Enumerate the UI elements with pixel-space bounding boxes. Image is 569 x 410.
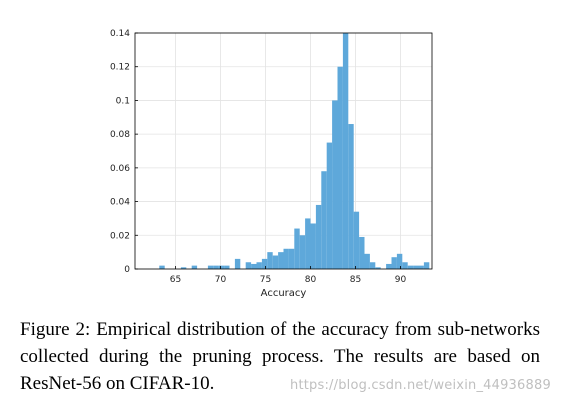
histogram-bar xyxy=(375,267,381,269)
x-tick-label: 65 xyxy=(170,275,181,285)
histogram-bar xyxy=(294,228,300,269)
histogram-bar xyxy=(407,265,414,269)
histogram-bar xyxy=(413,265,419,269)
y-tick-label: 0.12 xyxy=(110,63,130,73)
histogram-bar xyxy=(218,265,225,269)
histogram-bars xyxy=(159,33,430,270)
y-tick-label: 0.06 xyxy=(110,164,130,174)
histogram-bar xyxy=(213,265,219,269)
x-tick-label: 90 xyxy=(395,275,407,285)
histogram-bar xyxy=(299,235,306,269)
histogram-bar xyxy=(251,263,257,269)
y-tick-label: 0.14 xyxy=(110,29,130,39)
x-tick-label: 75 xyxy=(260,275,271,285)
histogram-bar xyxy=(272,255,279,269)
histogram-bar xyxy=(364,253,370,269)
histogram-bar xyxy=(288,248,295,269)
x-tick-label: 70 xyxy=(215,275,227,285)
histogram-bar xyxy=(391,257,397,269)
histogram-bar xyxy=(332,100,338,269)
y-tick-label: 0.04 xyxy=(110,198,130,208)
watermark-text: https://blog.csdn.net/weixin_44936889 xyxy=(290,378,551,393)
histogram-bar xyxy=(256,262,262,269)
histogram-bar xyxy=(321,171,327,269)
histogram-bar xyxy=(396,253,403,269)
x-axis-label: Accuracy xyxy=(261,288,307,299)
histogram-bar xyxy=(326,142,333,269)
histogram-bar xyxy=(234,258,241,269)
histogram-bar xyxy=(359,236,365,269)
histogram-bar xyxy=(418,265,424,269)
grid-lines xyxy=(135,32,432,270)
histogram-bar xyxy=(348,124,354,270)
axis-ticks: 65 70 75 80 85 90 0 0.02 0.04 0.06 0.08 0.1 0.12 0.14 xyxy=(110,29,407,285)
histogram-bar xyxy=(315,204,322,269)
histogram-bar xyxy=(310,223,316,269)
y-tick-label: 0.02 xyxy=(110,231,130,241)
histogram-bar xyxy=(386,263,392,269)
histogram-bar xyxy=(245,262,252,269)
histogram-bar xyxy=(283,248,289,269)
histogram-bar xyxy=(278,252,284,269)
x-tick-label: 80 xyxy=(305,275,317,285)
histogram-figure: 65 70 75 80 85 90 0 0.02 0.04 0.06 0.08 0.1 0.12 0.14… xyxy=(110,29,433,299)
histogram-bar xyxy=(159,265,165,269)
histogram-bar xyxy=(369,262,376,269)
histogram-bar xyxy=(423,262,430,269)
histogram-bar xyxy=(342,33,349,269)
plot-frame xyxy=(134,32,433,270)
y-tick-label: 0 xyxy=(124,265,130,275)
histogram-bar xyxy=(337,66,343,269)
histogram-bar xyxy=(224,265,230,269)
x-tick-label: 85 xyxy=(350,275,361,285)
histogram-bar xyxy=(305,218,311,269)
histogram-bar xyxy=(191,265,198,269)
histogram-bar xyxy=(180,267,187,269)
histogram-bar xyxy=(353,211,360,269)
histogram-bar xyxy=(267,252,273,269)
figure-caption: Figure 2: Empirical distribution of the … xyxy=(20,319,540,394)
y-tick-label: 0.1 xyxy=(116,96,130,106)
histogram-chart: 65 70 75 80 85 90 0 0.02 0.04 0.06 0.08 0.1 0.12 0.14… xyxy=(110,29,433,299)
y-tick-label: 0.08 xyxy=(110,130,130,140)
histogram-bar xyxy=(402,262,408,269)
histogram-bar xyxy=(261,258,268,269)
histogram-bar xyxy=(207,265,214,269)
